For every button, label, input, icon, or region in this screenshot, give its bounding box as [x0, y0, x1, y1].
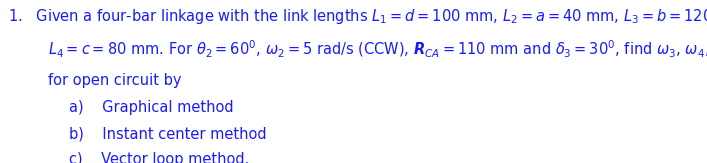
Text: $L_4=c=80$ mm. For $\theta_2=60^0$, $\omega_2=5$ rad/s (CCW), $\boldsymbol{R}_{C: $L_4=c=80$ mm. For $\theta_2=60^0$, $\om… [48, 39, 707, 60]
Text: 1.   Given a four-bar linkage with the link lengths $L_1=d=100$ mm, $L_2=a=40$ m: 1. Given a four-bar linkage with the lin… [8, 7, 707, 26]
Text: c)    Vector loop method.: c) Vector loop method. [69, 152, 250, 163]
Text: for open circuit by: for open circuit by [48, 73, 182, 88]
Text: b)    Instant center method: b) Instant center method [69, 126, 267, 141]
Text: a)    Graphical method: a) Graphical method [69, 100, 234, 115]
